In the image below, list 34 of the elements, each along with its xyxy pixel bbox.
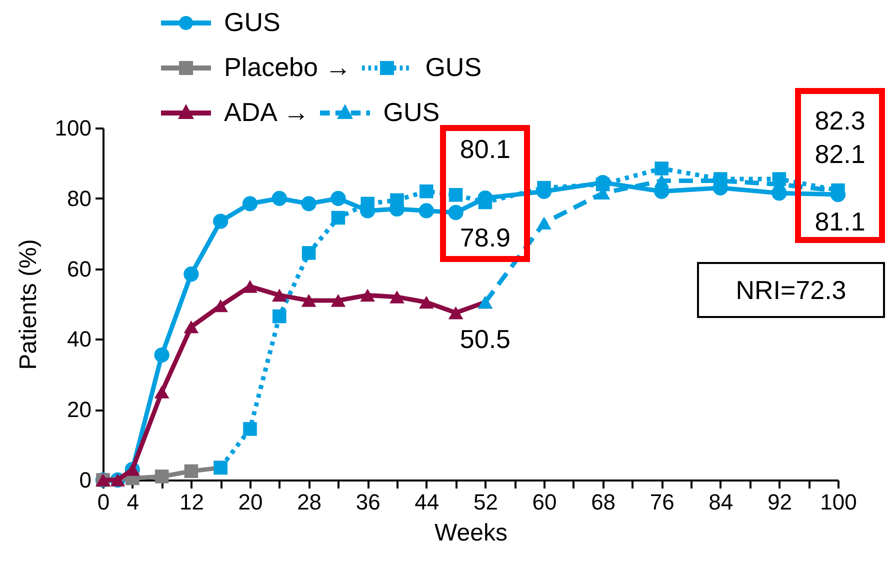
data-label: 81.1 [814,206,866,237]
x-tick-label: 92 [767,490,792,514]
data-label: 80.1 [460,134,511,164]
legend-label: GUS [383,97,440,128]
x-tick-label: 100 [820,490,857,514]
y-tick-label: 80 [67,186,92,211]
x-tick-label: 4 [126,490,140,514]
data-label: 50.5 [460,324,511,354]
x-tick-label: 0 [97,490,110,514]
x-tick-label: 60 [532,490,557,514]
x-tick-label: 28 [297,490,322,514]
x-tick-label: 76 [650,490,674,514]
y-tick-label: 60 [67,256,92,282]
y-tick-label: 100 [54,116,92,140]
y-tick-label: 20 [67,397,92,422]
legend-label: ADA → [224,97,310,128]
x-tick-label: 36 [356,490,380,514]
y-tick-label: 40 [67,326,92,352]
data-label: 82.3 [814,105,866,136]
x-tick-label: 12 [179,490,204,514]
annotation: NRI=72.3 [697,262,885,318]
y-tick-label: 0 [79,468,92,492]
x-tick-label: 84 [708,490,734,514]
x-tick-label: 68 [591,490,616,514]
x-axis-title: Weeks [434,520,508,546]
data-label: 82.1 [814,139,866,170]
x-tick-label: 20 [238,490,263,514]
x-tick-label: 52 [473,490,498,514]
data-label: 78.9 [460,222,511,252]
y-axis-title: Patients (%) [14,239,42,370]
legend-label: GUS [425,52,482,83]
x-tick-label: 44 [414,490,440,514]
legend-label: Placebo → [224,52,352,83]
legend-label: GUS [224,7,280,38]
